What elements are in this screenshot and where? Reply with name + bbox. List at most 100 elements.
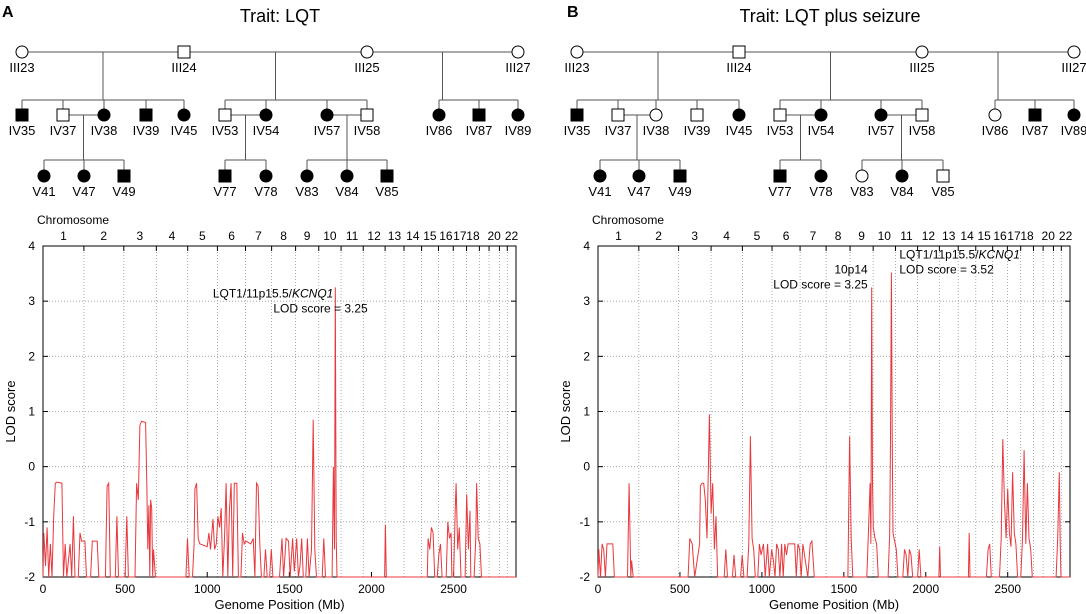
chromosome-label: 12 <box>367 229 381 243</box>
male-square-icon <box>360 108 374 122</box>
chromosome-label: 16 <box>993 229 1007 243</box>
chromosome-label: 6 <box>228 229 235 243</box>
annotation-locus: 10p14 <box>834 262 868 276</box>
chromosome-label: 13 <box>942 229 956 243</box>
annotation-locus-prefix: LQT1/11p15.5/ <box>213 286 293 300</box>
chromosome-label: 14 <box>960 229 974 243</box>
male-square-icon <box>570 108 584 122</box>
chromosome-label: 2 <box>100 229 107 243</box>
male-square-icon <box>915 108 929 122</box>
y-tick-label: 4 <box>583 239 590 253</box>
individual-label: V84 <box>335 184 358 199</box>
male-square-icon <box>773 169 787 183</box>
individual-label: IV45 <box>171 123 198 138</box>
chromosome-label: 4 <box>169 229 176 243</box>
y-tick-label: 0 <box>583 460 590 474</box>
female-circle-icon <box>432 108 446 122</box>
individual-label: IV57 <box>868 123 895 138</box>
individual-label: III25 <box>909 60 934 75</box>
female-circle-icon <box>593 169 607 183</box>
y-tick-label: -1 <box>24 515 35 529</box>
individual-label: III23 <box>564 60 589 75</box>
male-square-icon <box>218 169 232 183</box>
individual-label: IV35 <box>564 123 591 138</box>
individual-label: IV58 <box>909 123 936 138</box>
y-tick-label: -1 <box>579 515 590 529</box>
individual-label: IV54 <box>253 123 280 138</box>
chromosome-label: 18 <box>466 229 480 243</box>
female-circle-icon <box>320 108 334 122</box>
male-square-icon <box>218 108 232 122</box>
male-square-icon <box>732 45 746 59</box>
chromosome-label: 22 <box>505 229 519 243</box>
male-square-icon <box>472 108 486 122</box>
male-square-icon <box>117 169 131 183</box>
female-circle-icon <box>570 45 584 59</box>
individual-label: V85 <box>375 184 398 199</box>
individual-label: III24 <box>171 60 196 75</box>
chromosome-label: 7 <box>255 229 262 243</box>
individual-label: IV53 <box>212 123 239 138</box>
annotation-lod-score: LOD score = 3.25 <box>773 277 868 291</box>
panel-b-title: Trait: LQT plus seizure <box>739 6 920 26</box>
x-tick-label: 1000 <box>194 582 221 596</box>
chromosome-label: 12 <box>922 229 936 243</box>
female-circle-icon <box>340 169 354 183</box>
chromosome-label: 9 <box>858 229 865 243</box>
annotation-gene-name: KCNQ1 <box>979 247 1020 261</box>
individual-label: IV57 <box>314 123 341 138</box>
female-circle-icon <box>988 108 1002 122</box>
x-tick-label: 0 <box>40 582 47 596</box>
female-circle-icon <box>1067 45 1081 59</box>
chromosome-label: 11 <box>346 229 359 243</box>
female-circle-icon <box>15 45 29 59</box>
annotation-lod-score: LOD score = 3.52 <box>899 262 994 276</box>
chromosome-label: 17 <box>453 229 467 243</box>
individual-label: III24 <box>726 60 751 75</box>
y-tick-label: 0 <box>28 460 35 474</box>
x-tick-label: 500 <box>670 582 690 596</box>
individual-label: V49 <box>112 184 135 199</box>
individual-label: IV38 <box>643 123 670 138</box>
chromosome-label: 4 <box>723 229 730 243</box>
chromosome-label: 11 <box>900 229 913 243</box>
female-circle-icon <box>37 169 51 183</box>
chromosome-label: 7 <box>810 229 817 243</box>
individual-label: V77 <box>768 184 791 199</box>
chromosome-label: 2 <box>655 229 662 243</box>
male-square-icon <box>611 108 625 122</box>
x-tick-label: 500 <box>115 582 135 596</box>
chromosome-label: 15 <box>977 229 991 243</box>
annotation-locus-prefix: LQT1/11p15.5/ <box>899 247 979 261</box>
y-tick-label: 1 <box>583 405 590 419</box>
chromosome-label: 3 <box>137 229 144 243</box>
individual-label: IV54 <box>808 123 835 138</box>
female-circle-icon <box>259 108 273 122</box>
pedigree-b: III23 III24 III25 III27 IV35 IV37 IV38 IV39 IV45… <box>564 45 1086 199</box>
individual-label: V85 <box>931 184 954 199</box>
individual-label: IV39 <box>133 123 160 138</box>
male-square-icon <box>380 169 394 183</box>
y-tick-label: 3 <box>28 294 35 308</box>
individual-label: V83 <box>850 184 873 199</box>
panel-b-letter: B <box>567 4 579 21</box>
x-axis-label: Genome Position (Mb) <box>214 597 344 612</box>
chromosome-label: 8 <box>280 229 287 243</box>
individual-label: V41 <box>32 184 55 199</box>
panel-a-title: Trait: LQT <box>240 6 320 26</box>
plot-frame <box>597 245 1071 578</box>
chromosome-label: 3 <box>691 229 698 243</box>
female-circle-icon <box>360 45 374 59</box>
female-circle-icon <box>915 45 929 59</box>
chromosome-label: 16 <box>439 229 453 243</box>
female-circle-icon <box>632 169 646 183</box>
male-square-icon <box>56 108 70 122</box>
female-circle-icon <box>177 108 191 122</box>
individual-label: V78 <box>254 184 277 199</box>
chromosome-label: 15 <box>423 229 437 243</box>
individual-label: V41 <box>588 184 611 199</box>
individual-label: V47 <box>72 184 95 199</box>
x-tick-label: 0 <box>595 582 602 596</box>
individual-label: V84 <box>890 184 913 199</box>
